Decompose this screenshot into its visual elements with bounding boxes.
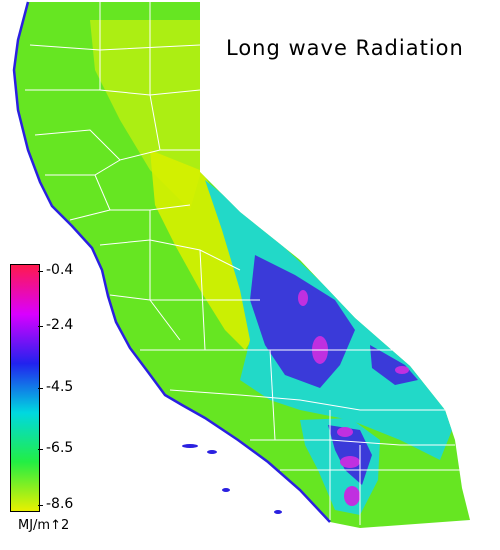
- legend-label-4: -6.5: [46, 440, 74, 456]
- desert-blue-patch: [370, 345, 418, 385]
- legend-label-3: -4.5: [46, 379, 74, 395]
- map-title: Long wave Radiation: [226, 36, 464, 60]
- legend-label-min: -8.6: [46, 496, 74, 512]
- sierra-blue-region: [250, 255, 355, 388]
- island-4: [274, 510, 282, 514]
- peak-patch-5: [344, 486, 360, 506]
- legend-tick-4: [38, 449, 43, 450]
- peak-patch-4: [340, 456, 360, 468]
- color-scale-bar: [10, 264, 40, 512]
- island-1: [182, 444, 198, 448]
- unit-label: MJ/m↑2: [18, 518, 70, 533]
- peak-patch-2: [298, 290, 308, 306]
- legend-tick-3: [38, 388, 43, 389]
- peak-patch-3: [337, 427, 353, 437]
- legend-tick-5: [38, 505, 43, 506]
- legend-label-2: -2.4: [46, 317, 74, 333]
- peak-patch-6: [395, 366, 409, 374]
- island-3: [222, 488, 230, 492]
- legend-tick-2: [38, 326, 43, 327]
- coastline: [12, 1, 331, 523]
- legend-label-max: -0.4: [46, 262, 74, 278]
- county-boundaries: [25, 2, 460, 525]
- legend-tick-1: [38, 271, 43, 272]
- island-2: [207, 450, 217, 454]
